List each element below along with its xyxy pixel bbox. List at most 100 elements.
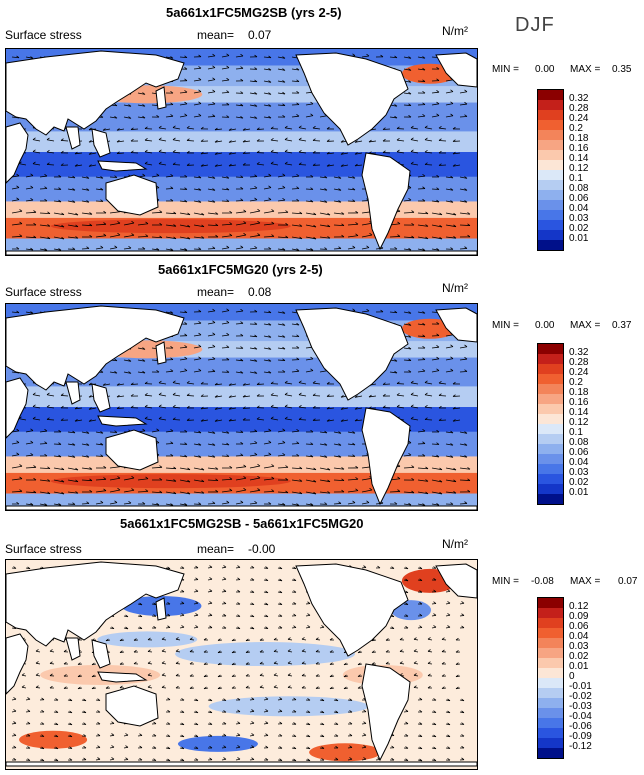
stress-vector: [263, 104, 272, 107]
stress-vector: [161, 662, 167, 665]
panel-3-variable-label: Surface stress: [5, 542, 82, 556]
stress-vector-head: [212, 344, 216, 348]
panel-2-mean-value: 0.08: [248, 285, 272, 299]
stress-vector-head: [60, 163, 64, 166]
stress-vector-head: [422, 428, 426, 432]
colorbar-tick-label: 0.02: [569, 651, 589, 662]
stress-vector: [298, 419, 307, 421]
stress-vector: [67, 200, 76, 203]
stress-vector: [277, 211, 289, 214]
stress-vector: [179, 236, 191, 240]
stress-vector-head: [142, 115, 146, 119]
colorbar-tick-label: 0.32: [569, 347, 589, 358]
stress-vector: [179, 212, 191, 216]
stress-vector: [46, 151, 55, 154]
colorbar-cell: [538, 130, 563, 140]
stress-vector-head: [396, 138, 400, 141]
stress-vector-head: [455, 650, 459, 653]
stress-vector-head: [139, 745, 143, 749]
stress-anomaly: [97, 631, 198, 648]
stress-vector-head: [399, 661, 403, 664]
stress-vector: [39, 503, 48, 506]
stress-vector-head: [173, 211, 177, 215]
stress-vector-head: [16, 173, 20, 177]
colorbar-tick-label: 0.08: [569, 183, 589, 194]
stress-vector-head: [156, 247, 160, 251]
stress-vector: [25, 56, 34, 59]
stress-vector: [291, 175, 300, 178]
stress-vector: [354, 164, 363, 167]
colorbar-tick-label: 0.14: [569, 407, 589, 418]
panel-3-colorbar: [537, 597, 564, 759]
stress-vector-head: [394, 370, 398, 374]
stress-vector-head: [170, 186, 174, 189]
stress-vector: [221, 176, 230, 179]
stress-vector-head: [74, 419, 78, 422]
stress-vector: [347, 235, 359, 238]
stress-vector-head: [212, 308, 216, 312]
stress-vector-head: [245, 685, 249, 689]
stress-vector-head: [187, 491, 191, 495]
stress-vector-head: [296, 357, 300, 360]
stress-vector: [361, 567, 367, 569]
stress-vector-head: [58, 442, 62, 445]
stress-vector-head: [394, 310, 398, 314]
stress-vector-head: [338, 176, 342, 179]
stress-vector: [298, 406, 307, 409]
colorbar-tick-label: 0.06: [569, 621, 589, 632]
stress-vector-head: [156, 173, 160, 176]
stress-vector-head: [91, 674, 95, 678]
stress-vector-head: [307, 746, 311, 750]
stress-vector-head: [436, 199, 440, 203]
stress-vector: [147, 686, 153, 689]
stress-vector: [417, 224, 429, 227]
colorbar-cell: [538, 444, 563, 454]
stress-vector: [249, 104, 258, 107]
stress-vector-head: [324, 200, 328, 203]
stress-vector-head: [452, 139, 456, 142]
stress-vector-head: [453, 479, 457, 483]
stress-vector-head: [226, 187, 230, 191]
stress-vector-head: [397, 476, 401, 480]
stress-vector: [347, 758, 353, 761]
stress-vector: [235, 567, 241, 569]
stress-vector: [25, 211, 37, 214]
stress-vector: [319, 479, 331, 483]
stress-vector-head: [422, 441, 426, 444]
stress-vector-head: [424, 380, 428, 383]
stress-vector-head: [313, 212, 317, 216]
stress-vector-head: [226, 65, 230, 69]
stress-vector-head: [200, 406, 204, 410]
stress-vector-head: [47, 211, 51, 214]
stress-anomaly: [309, 743, 382, 762]
stress-vector-head: [279, 602, 283, 605]
colorbar-tick-label: 0.04: [569, 631, 589, 642]
stress-vector: [284, 127, 293, 130]
stress-vector-head: [237, 589, 241, 593]
stress-vector: [277, 311, 286, 314]
stress-vector: [347, 247, 356, 250]
stress-vector: [459, 503, 468, 505]
stress-vector-head: [310, 101, 314, 105]
stress-vector-head: [447, 710, 451, 714]
stress-vector: [291, 80, 300, 83]
stress-vector: [396, 394, 405, 397]
stress-vector-head: [131, 220, 135, 224]
panel-1-variable-label: Surface stress: [5, 28, 82, 42]
stress-vector-head: [228, 163, 232, 167]
stress-vector-head: [349, 733, 353, 737]
stress-vector: [207, 322, 216, 325]
stress-vector-head: [100, 454, 104, 457]
stress-vector: [424, 139, 433, 142]
stress-vector: [207, 615, 213, 617]
stress-vector-head: [265, 697, 269, 700]
stress-vector-head: [212, 501, 216, 504]
stress-vector-head: [268, 104, 272, 107]
stress-vector: [207, 248, 216, 250]
stress-vector-head: [35, 661, 39, 664]
stress-vector-head: [352, 176, 356, 179]
stress-vector: [277, 56, 286, 59]
stress-vector-head: [467, 467, 471, 470]
stress-vector: [319, 491, 331, 494]
panel-1-max-label: MAX =: [570, 64, 601, 75]
